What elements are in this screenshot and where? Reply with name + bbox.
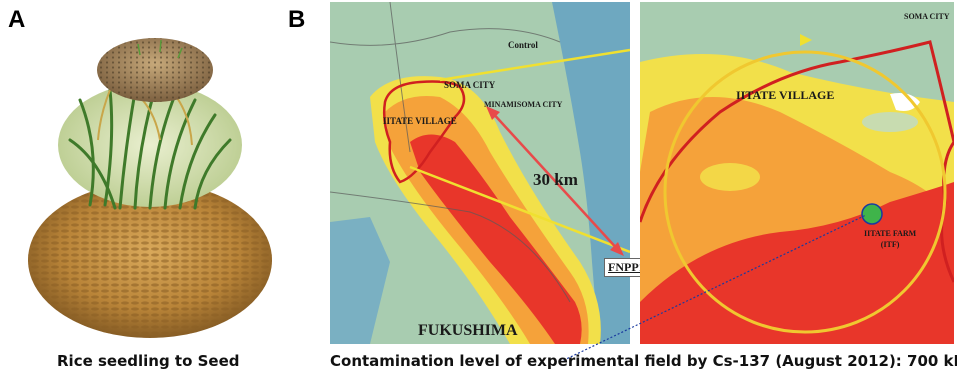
iitate-village-label-left: IITATE VILLAGE (383, 116, 457, 126)
distance-arrow (489, 109, 621, 253)
panel-b-caption: Contamination level of experimental fiel… (330, 352, 957, 370)
iitate-farm-label: IITATE FARM (ITF) (864, 228, 916, 250)
panel-b-caption-text: Contamination level of experimental fiel… (330, 352, 957, 370)
soma-city-label-left: SOMA CITY (444, 80, 496, 90)
farm-label-line1: IITATE FARM (864, 229, 917, 238)
red-contamination-zone (410, 134, 582, 344)
control-label: Control (508, 40, 538, 50)
fukushima-label: FUKUSHIMA (418, 322, 518, 339)
soma-city-label-right: SOMA CITY (904, 12, 950, 21)
distance-label: 30 km (533, 170, 578, 189)
focus-circle (663, 50, 947, 334)
panel-b-letter: B (288, 6, 306, 33)
panel-a-letter: A (8, 6, 26, 33)
iitate-farm-marker (861, 203, 883, 225)
iitate-zoomed-map (640, 2, 954, 344)
farm-label-line2: (ITF) (880, 240, 900, 249)
lake (890, 93, 920, 111)
seed-sprouts (137, 39, 183, 59)
rice-stalks (68, 86, 232, 210)
rice-seedling-illustration (28, 38, 272, 338)
fnpp1-label: FNPP1 (604, 258, 649, 277)
iitate-village-label-right: IITATE VILLAGE (736, 88, 835, 102)
rice-plant-oval (58, 83, 242, 207)
iitate-village-boundary (382, 80, 466, 184)
minamisoma-city-label: MINAMISOMA CITY (484, 100, 563, 109)
panel-a-caption: Rice seedling to Seed (57, 352, 240, 370)
